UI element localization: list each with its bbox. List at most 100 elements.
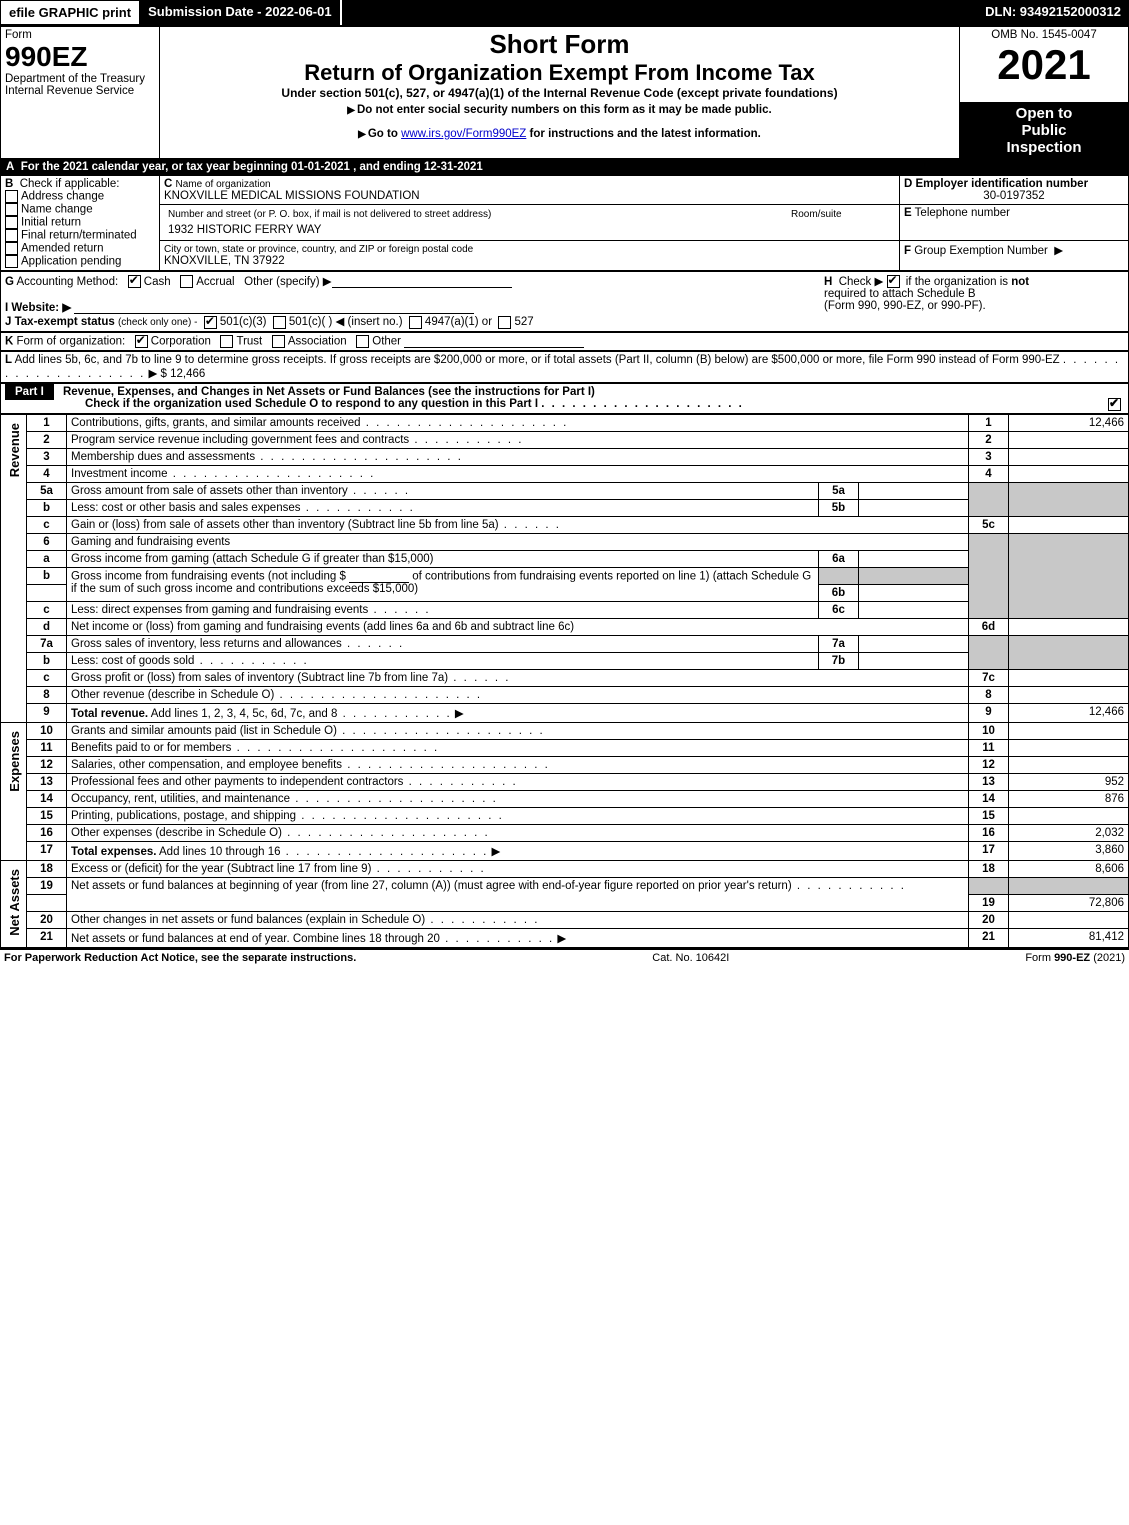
l5a-sub: 5a bbox=[818, 482, 858, 499]
part1-check-text: Check if the organization used Schedule … bbox=[85, 398, 538, 410]
section-d-label: D bbox=[904, 178, 912, 190]
lbl-other-method: Other (specify) bbox=[244, 276, 319, 288]
accounting-heading: Accounting Method: bbox=[17, 276, 119, 288]
l6a-subamt bbox=[858, 550, 968, 567]
l5c-col: 5c bbox=[969, 516, 1009, 533]
form-word: Form bbox=[5, 29, 32, 41]
netassets-label: Net Assets bbox=[5, 863, 24, 942]
l6-desc: Gaming and fundraising events bbox=[67, 533, 969, 550]
chk-final-return[interactable] bbox=[5, 229, 18, 242]
chk-accrual[interactable] bbox=[180, 275, 193, 288]
dln-label: DLN: 93492152000312 bbox=[977, 0, 1129, 25]
revenue-label: Revenue bbox=[5, 417, 24, 483]
gh-table: G Accounting Method: Cash Accrual Other … bbox=[0, 271, 1129, 332]
l6a-sub: 6a bbox=[818, 550, 858, 567]
chk-501c3[interactable] bbox=[204, 316, 217, 329]
l7c-dots bbox=[448, 672, 510, 684]
l6b-sub: 6b bbox=[818, 584, 858, 601]
chk-pending[interactable] bbox=[5, 255, 18, 268]
ein-value: 30-0197352 bbox=[904, 190, 1124, 202]
shade-5b bbox=[1009, 482, 1129, 516]
shade-7b bbox=[1009, 635, 1129, 669]
l21-dots bbox=[440, 933, 554, 945]
lbl-4947: 4947(a)(1) or bbox=[425, 316, 492, 328]
l15-desc: Printing, publications, postage, and shi… bbox=[71, 810, 296, 822]
l18-col: 18 bbox=[969, 860, 1009, 877]
chk-schedule-b[interactable] bbox=[887, 275, 900, 288]
l15-num: 15 bbox=[27, 807, 67, 824]
l6c-dots bbox=[368, 604, 430, 616]
chk-address-change[interactable] bbox=[5, 190, 18, 203]
lbl-corp: Corporation bbox=[151, 335, 211, 347]
header-table: Form 990EZ Department of the Treasury In… bbox=[0, 26, 1129, 159]
k-table: K Form of organization: Corporation Trus… bbox=[0, 332, 1129, 351]
l9-col: 9 bbox=[969, 703, 1009, 722]
l6d-num: d bbox=[27, 618, 67, 635]
shade-6b bbox=[1009, 533, 1129, 618]
website-input[interactable] bbox=[74, 301, 474, 314]
l15-amt bbox=[1009, 807, 1129, 824]
efile-label: efile GRAPHIC print bbox=[0, 0, 140, 25]
l17-dots bbox=[280, 846, 488, 858]
h-text2: required to attach Schedule B bbox=[824, 288, 976, 300]
l5c-desc: Gain or (loss) from sale of assets other… bbox=[71, 519, 499, 531]
l7a-desc: Gross sales of inventory, less returns a… bbox=[71, 638, 342, 650]
l7b-subamt bbox=[858, 652, 968, 669]
chk-name-change[interactable] bbox=[5, 203, 18, 216]
l21-num: 21 bbox=[27, 928, 67, 947]
l12-col: 12 bbox=[969, 756, 1009, 773]
chk-trust[interactable] bbox=[220, 335, 233, 348]
chk-cash[interactable] bbox=[128, 275, 141, 288]
l13-desc: Professional fees and other payments to … bbox=[71, 776, 403, 788]
l9-desc2: Add lines 1, 2, 3, 4, 5c, 6d, 7c, and 8 bbox=[151, 708, 338, 720]
irs-link[interactable]: www.irs.gov/Form990EZ bbox=[401, 128, 526, 140]
shade-6 bbox=[969, 533, 1009, 618]
chk-assoc[interactable] bbox=[272, 335, 285, 348]
l6c-sub: 6c bbox=[818, 601, 858, 618]
l21-desc: Net assets or fund balances at end of ye… bbox=[71, 933, 440, 945]
l20-desc: Other changes in net assets or fund bala… bbox=[71, 914, 425, 926]
l5c-amt bbox=[1009, 516, 1129, 533]
l8-desc: Other revenue (describe in Schedule O) bbox=[71, 689, 274, 701]
note-goto-post: for instructions and the latest informat… bbox=[530, 128, 761, 140]
chk-other-org[interactable] bbox=[356, 335, 369, 348]
lbl-name-change: Name change bbox=[21, 203, 93, 215]
l7b-num: b bbox=[27, 652, 67, 669]
l14-col: 14 bbox=[969, 790, 1009, 807]
l5a-subamt bbox=[858, 482, 968, 499]
l18-num: 18 bbox=[27, 860, 67, 877]
l-table: L Add lines 5b, 6c, and 7b to line 9 to … bbox=[0, 351, 1129, 383]
chk-501c[interactable] bbox=[273, 316, 286, 329]
l13-dots bbox=[403, 776, 517, 788]
chk-schedule-o[interactable] bbox=[1108, 398, 1121, 411]
chk-amended[interactable] bbox=[5, 242, 18, 255]
lbl-accrual: Accrual bbox=[196, 276, 234, 288]
chk-initial-return[interactable] bbox=[5, 216, 18, 229]
section-k-label: K bbox=[5, 335, 13, 347]
section-e-label: E bbox=[904, 207, 912, 219]
shade-6b-sub bbox=[818, 567, 858, 584]
l20-amt bbox=[1009, 911, 1129, 928]
chk-4947[interactable] bbox=[409, 316, 422, 329]
note-ssn: Do not enter social security numbers on … bbox=[347, 104, 771, 116]
group-exempt-arrow: ▶ bbox=[1054, 245, 1063, 257]
l6b-subamt bbox=[858, 584, 968, 601]
l3-col: 3 bbox=[969, 448, 1009, 465]
lbl-501c: 501(c)( ) ◀ (insert no.) bbox=[289, 316, 403, 328]
other-method-input[interactable] bbox=[332, 275, 512, 288]
lbl-assoc: Association bbox=[288, 335, 347, 347]
l16-amt: 2,032 bbox=[1009, 824, 1129, 841]
l6b-blank[interactable] bbox=[349, 570, 409, 583]
l9-num: 9 bbox=[27, 703, 67, 722]
l6b-num: b bbox=[27, 567, 67, 584]
lbl-501c3: 501(c)(3) bbox=[220, 316, 267, 328]
l14-desc: Occupancy, rent, utilities, and maintena… bbox=[71, 793, 290, 805]
chk-527[interactable] bbox=[498, 316, 511, 329]
l5c-num: c bbox=[27, 516, 67, 533]
part1-dots bbox=[541, 398, 744, 410]
chk-corp[interactable] bbox=[135, 335, 148, 348]
l6c-num: c bbox=[27, 601, 67, 618]
l9-dots bbox=[337, 708, 451, 720]
part1-header: Part I Revenue, Expenses, and Changes in… bbox=[0, 383, 1129, 414]
other-org-input[interactable] bbox=[404, 335, 584, 348]
